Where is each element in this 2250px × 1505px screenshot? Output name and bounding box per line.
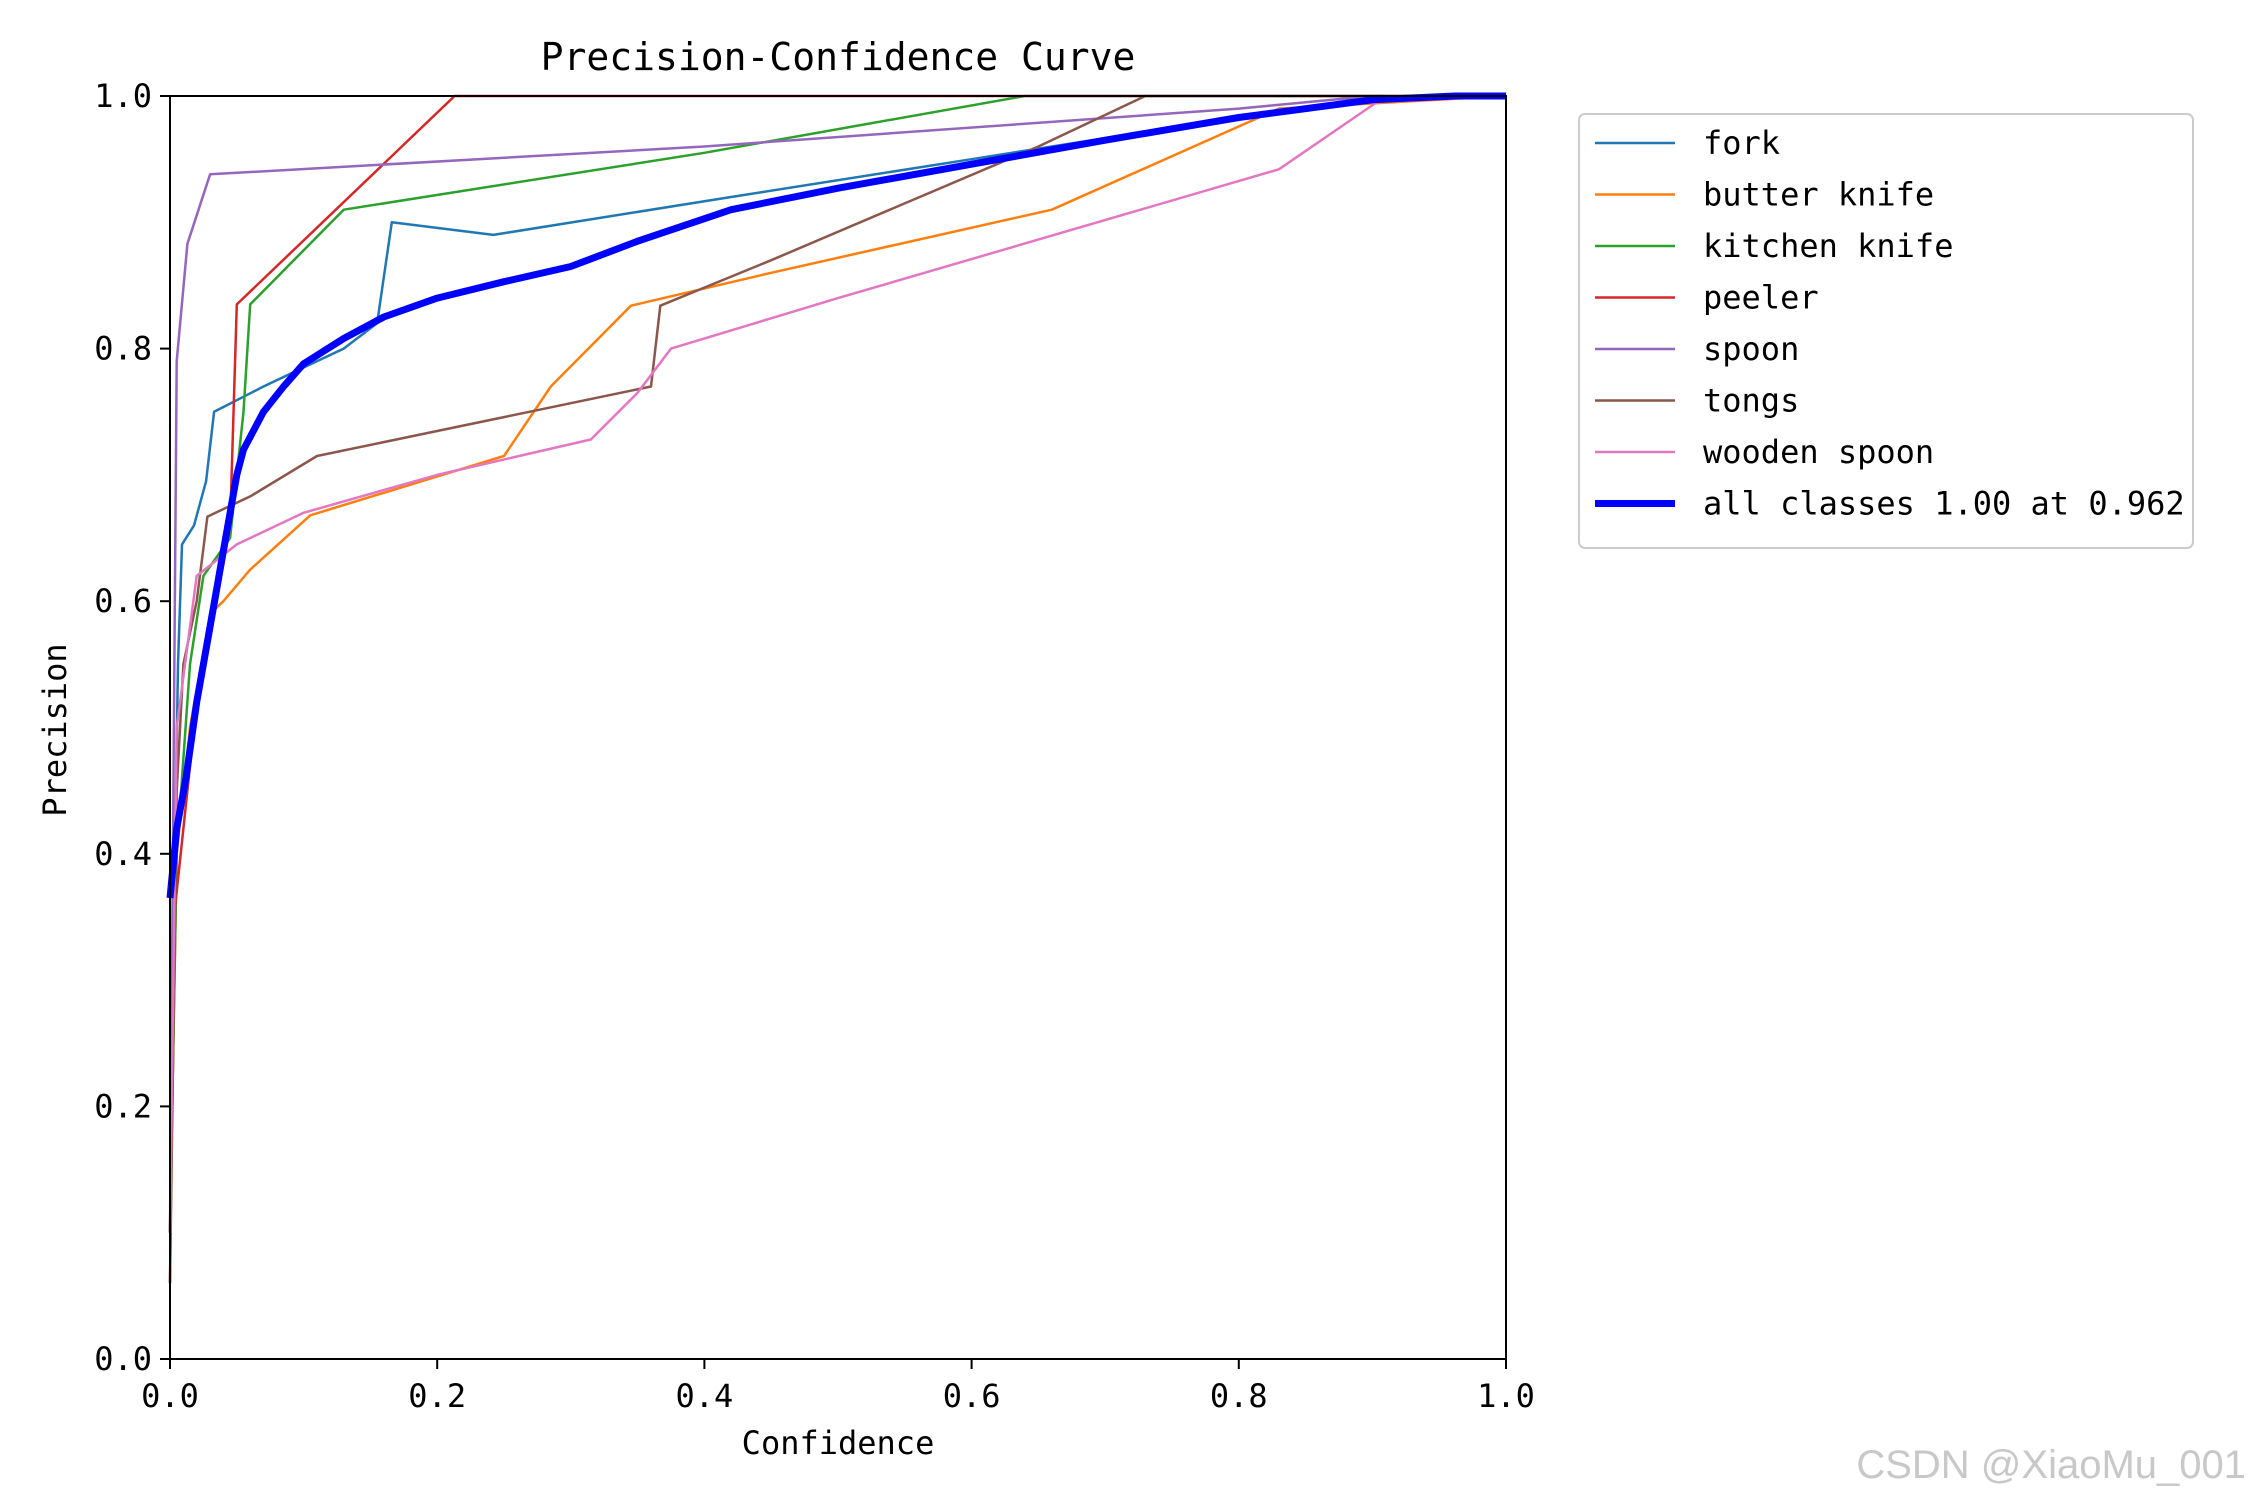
x-tick-label: 0.2 xyxy=(408,1377,466,1415)
series-line-2 xyxy=(168,94,1506,1233)
x-tick-label: 0.0 xyxy=(141,1377,199,1415)
y-axis-label: Precision xyxy=(36,643,74,816)
legend-label-3: peeler xyxy=(1703,279,1819,317)
watermark-text: CSDN @XiaoMu_001 xyxy=(1856,1443,2246,1487)
series-layer xyxy=(166,92,1507,1284)
x-tick-label: 1.0 xyxy=(1477,1377,1535,1415)
series-line-6 xyxy=(168,94,1506,1233)
legend-label-6: wooden spoon xyxy=(1703,433,1934,471)
legend-label-7: all classes 1.00 at 0.962 xyxy=(1703,485,2185,523)
legend-label-2: kitchen knife xyxy=(1703,227,1953,265)
series-line-3 xyxy=(168,94,1506,1284)
series-line-7 xyxy=(166,92,1506,899)
y-tick-label: 0.4 xyxy=(94,835,152,873)
legend-label-5: tongs xyxy=(1703,382,1799,420)
axes-layer: 0.0 0.2 0.4 0.6 0.8 1.0 0.0 0.2 0.4 0.6 0.8 1.0 xyxy=(94,77,1535,1415)
legend-label-1: butter knife xyxy=(1703,176,1934,214)
series-line-4 xyxy=(168,94,1506,1233)
x-axis-label: Confidence xyxy=(742,1424,935,1462)
series-line-1 xyxy=(168,94,1507,1233)
plot-frame xyxy=(169,95,1507,1360)
x-tick-label: 0.6 xyxy=(943,1377,1001,1415)
y-tick-label: 0.6 xyxy=(94,582,152,620)
legend-label-0: fork xyxy=(1703,124,1780,162)
series-line-5 xyxy=(168,94,1506,1284)
x-tick-label: 0.8 xyxy=(1210,1377,1268,1415)
y-tick-label: 0.0 xyxy=(94,1340,152,1378)
y-tick-label: 0.8 xyxy=(94,330,152,368)
chart-title: Precision-Confidence Curve xyxy=(541,35,1136,79)
legend-label-4: spoon xyxy=(1703,330,1799,368)
legend-box xyxy=(1578,113,2194,549)
y-tick-label: 1.0 xyxy=(94,77,152,115)
y-tick-label: 0.2 xyxy=(94,1087,152,1125)
legend: fork butter knife kitchen knife peeler spoon… xyxy=(1578,113,2194,549)
x-tick-label: 0.4 xyxy=(676,1377,734,1415)
series-line-0 xyxy=(168,94,1506,1233)
